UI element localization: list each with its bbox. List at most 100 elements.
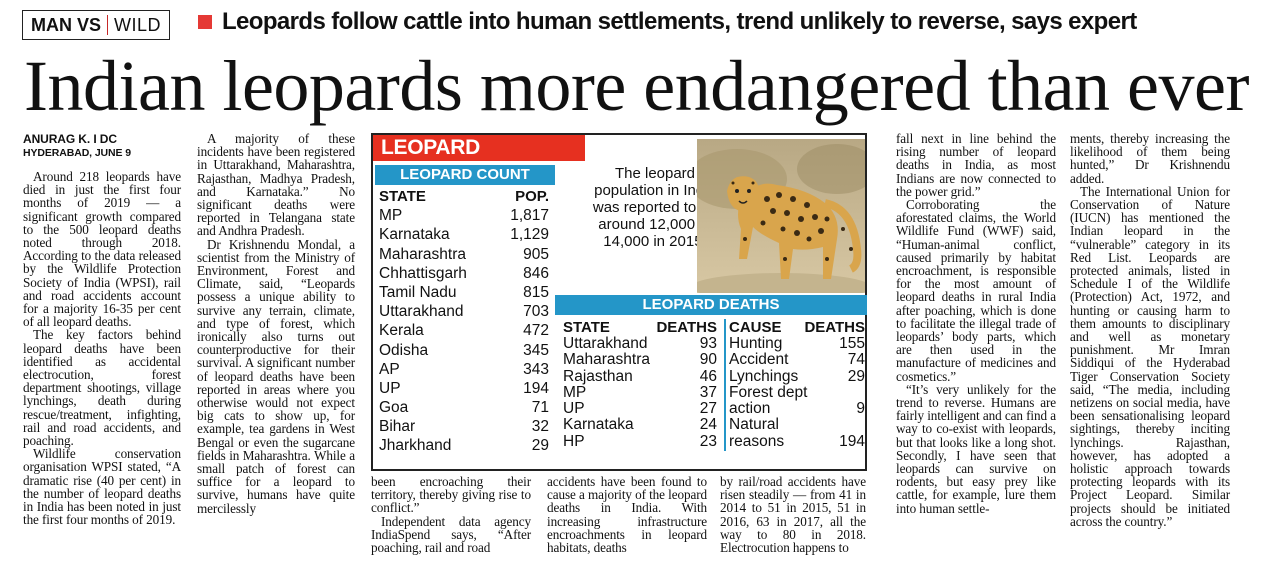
- row-label: Lynchings: [729, 367, 799, 385]
- row-value: 194: [839, 432, 865, 450]
- leopard-tracker-box: LEOPARD TRACKER LEOPARD COUNT STATE POP.…: [371, 133, 867, 471]
- row-label: Goa: [379, 399, 409, 417]
- table-row: Uttarakhand 93: [563, 335, 717, 352]
- table-row: Jharkhand 29: [379, 436, 549, 455]
- row-value: 29: [847, 367, 865, 385]
- row-value: 1,817: [510, 207, 549, 225]
- column-3: been encroaching their territory, thereb…: [371, 475, 531, 554]
- paragraph: “It’s very unlikely for the trend to rev…: [896, 381, 1056, 516]
- row-label: Chhattisgarh: [379, 264, 467, 282]
- row-label: Uttarakhand: [563, 335, 648, 352]
- leopard-photo: [697, 139, 865, 293]
- row-value: 46: [699, 367, 717, 385]
- row-label: Natural reasons: [729, 416, 785, 450]
- paragraph: The key factors behind leopard deaths ha…: [23, 327, 181, 449]
- row-label: Karnataka: [379, 226, 450, 244]
- row-label: Hunting: [729, 335, 783, 352]
- row-label: Forest dept action: [729, 383, 808, 418]
- table-row: MP 1,817: [379, 206, 549, 225]
- row-value: 194: [523, 379, 549, 397]
- row-value: 90: [699, 351, 717, 369]
- deaths-by-state-table: STATE DEATHS Uttarakhand 93 Maharashtra 90 R…: [563, 319, 717, 450]
- table-row: Kerala 472: [379, 321, 549, 340]
- table-row: Odisha 345: [379, 341, 549, 360]
- leopard-count-header: LEOPARD COUNT: [375, 165, 555, 185]
- row-value: 93: [699, 335, 717, 352]
- table-header-row: STATE POP.: [379, 187, 549, 206]
- kicker-bold: MAN VS: [30, 14, 101, 35]
- table-row: Uttarakhand 703: [379, 302, 549, 321]
- kicker-light: WILD: [114, 14, 161, 35]
- population-note: The leopard population in India was repo…: [592, 165, 718, 250]
- row-value: 343: [523, 360, 549, 378]
- row-value: 345: [523, 341, 549, 359]
- table-row: Natural reasons 194: [729, 417, 865, 450]
- table-divider: [724, 319, 726, 451]
- table-row: Goa 71: [379, 398, 549, 417]
- section-kicker: MAN VS WILD: [22, 10, 170, 40]
- paragraph: A majority of these incidents have been …: [197, 131, 355, 239]
- red-square-icon: [198, 15, 212, 29]
- table-row: Lynchings 29: [729, 367, 865, 385]
- column-7: ments, thereby increasing the likelihood…: [1070, 132, 1230, 528]
- column-header: CAUSE: [729, 319, 782, 336]
- table-header-row: CAUSE DEATHS: [729, 319, 865, 336]
- paragraph: Independent data agency IndiaSpend says,…: [371, 513, 531, 556]
- column-header: STATE: [379, 188, 426, 205]
- table-row: Rajasthan 46: [563, 367, 717, 385]
- strapline: Leopards follow cattle into human settle…: [198, 8, 1137, 36]
- row-label: Maharashtra: [563, 351, 651, 369]
- table-row: HP 23: [563, 432, 717, 450]
- strapline-text: Leopards follow cattle into human settle…: [222, 8, 1137, 35]
- leopard-count-table: STATE POP. MP 1,817 Karnataka 1,129 Maharash…: [379, 187, 549, 456]
- row-value: 472: [523, 322, 549, 340]
- table-row: Maharashtra 90: [563, 351, 717, 369]
- paragraph: The International Union for Conservation…: [1070, 183, 1230, 529]
- row-value: 23: [699, 432, 717, 450]
- headline: Indian leopards more endangered than eve…: [24, 46, 1249, 126]
- row-value: 37: [699, 383, 717, 401]
- table-row: Bihar 32: [379, 417, 549, 436]
- row-label: Karnataka: [563, 416, 634, 434]
- row-value: 846: [523, 264, 549, 282]
- row-value: 9: [856, 400, 865, 418]
- paragraph: been encroaching their territory, thereb…: [371, 474, 531, 516]
- row-label: Odisha: [379, 341, 429, 359]
- row-value: 815: [523, 283, 549, 301]
- paragraph: Around 218 leopards have died in just th…: [23, 169, 181, 330]
- paragraph: Dr Krishnendu Mondal, a scientist from t…: [197, 236, 355, 516]
- row-value: 74: [847, 351, 865, 369]
- row-label: HP: [563, 432, 585, 450]
- row-label: Tamil Nadu: [379, 283, 457, 301]
- column-1: ANURAG K. I DC HYDERABAD, JUNE 9 Around …: [23, 132, 181, 526]
- table-row: Karnataka 1,129: [379, 225, 549, 244]
- row-value: 29: [531, 437, 549, 455]
- row-value: 32: [531, 418, 549, 436]
- row-label: Bihar: [379, 418, 416, 436]
- table-row: Tamil Nadu 815: [379, 283, 549, 302]
- row-value: 905: [523, 245, 549, 263]
- leopard-deaths-header: LEOPARD DEATHS: [555, 295, 867, 315]
- table-header-row: STATE DEATHS: [563, 319, 717, 336]
- row-label: Accident: [729, 351, 789, 369]
- row-label: AP: [379, 360, 400, 378]
- row-label: Uttarakhand: [379, 303, 464, 321]
- table-row: Maharashtra 905: [379, 245, 549, 264]
- column-header: POP.: [515, 188, 549, 205]
- column-2: A majority of these incidents have been …: [197, 132, 355, 515]
- table-row: UP 27: [563, 400, 717, 418]
- row-value: 703: [523, 303, 549, 321]
- column-4: accidents have been found to cause a maj…: [547, 475, 707, 554]
- row-label: Jharkhand: [379, 437, 452, 455]
- kicker-divider: [107, 15, 108, 35]
- column-header: DEATHS: [804, 319, 865, 336]
- table-row: MP 37: [563, 383, 717, 401]
- row-label: UP: [563, 400, 585, 418]
- paragraph: accidents have been found to cause a maj…: [547, 474, 707, 556]
- deaths-by-cause-table: CAUSE DEATHS Hunting 155 Accident 74 Lynchin…: [729, 319, 865, 450]
- table-row: Accident 74: [729, 351, 865, 369]
- dateline: HYDERABAD, JUNE 9: [23, 147, 131, 159]
- table-row: UP 194: [379, 379, 549, 398]
- row-label: MP: [379, 207, 403, 225]
- row-value: 24: [699, 416, 717, 434]
